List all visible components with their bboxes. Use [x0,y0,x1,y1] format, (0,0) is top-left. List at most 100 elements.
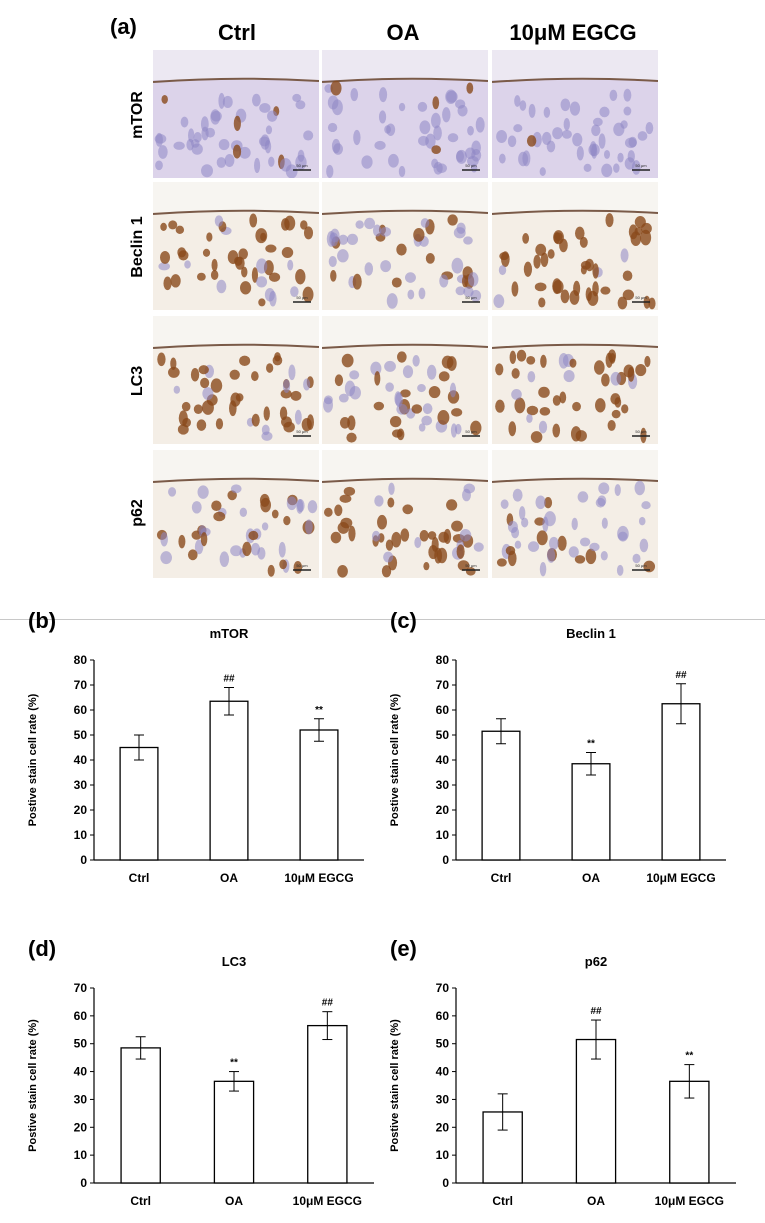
panel-label: (d) [28,936,56,961]
x-tick-label: OA [582,871,600,885]
row-label-p62: p62 [129,499,146,527]
y-tick-label: 60 [74,1009,88,1023]
svg-text:50 μm: 50 μm [296,163,308,168]
row-label-mtor: mTOR [129,91,146,139]
x-tick-label: OA [587,1194,605,1208]
svg-text:50 μm: 50 μm [635,163,647,168]
y-tick-label: 80 [436,653,450,667]
significance-mark: ** [315,705,323,716]
y-tick-label: 20 [74,803,88,817]
section-divider [0,619,765,620]
micrograph-beclin1-oa: 50 μm [322,182,488,310]
y-tick-label: 40 [74,753,88,767]
svg-text:50 μm: 50 μm [635,429,647,434]
bar-oa [213,1080,255,1184]
svg-text:50 μm: 50 μm [296,429,308,434]
y-tick-label: 30 [74,1092,88,1106]
svg-text:50 μm: 50 μm [465,295,477,300]
y-tick-label: 40 [436,753,450,767]
panel-a-label: (a) [110,14,137,39]
y-tick-label: 50 [436,728,450,742]
y-tick-label: 70 [436,678,450,692]
micrograph-mtor-oa: 50 μm [322,50,488,178]
significance-mark: ## [675,670,687,681]
chart-title: p62 [585,954,607,969]
row-label-lc3: LC3 [129,365,146,397]
x-tick-label: 10μM EGCG [293,1194,362,1208]
svg-text:50 μm: 50 μm [296,295,308,300]
x-tick-label: Ctrl [130,1194,151,1208]
bar-chart-beclin1: (c) Beclin 1 Postive stain cell rate (%) 0 1… [389,608,726,885]
svg-text:50 μm: 50 μm [465,563,477,568]
micrograph-p62-oa: 50 μm [322,450,488,578]
svg-text:50 μm: 50 μm [635,295,647,300]
y-tick-label: 50 [74,1037,88,1051]
svg-text:50 μm: 50 μm [465,429,477,434]
significance-mark: ** [587,739,595,750]
bar-ctrl [119,746,159,861]
svg-text:50 μm: 50 μm [635,563,647,568]
micrograph-mtor-egcg: 50 μm [492,50,658,178]
y-tick-label: 80 [74,653,88,667]
column-header-ctrl: Ctrl [218,20,256,45]
y-tick-label: 20 [436,803,450,817]
chart-title: mTOR [210,626,249,641]
y-tick-label: 10 [436,828,450,842]
y-tick-label: 20 [436,1120,450,1134]
y-tick-label: 0 [80,1176,87,1190]
svg-text:50 μm: 50 μm [465,163,477,168]
bar-10μmegcg [307,1024,348,1184]
significance-mark: ## [223,674,235,685]
y-tick-label: 50 [436,1037,450,1051]
y-axis-label: Postive stain cell rate (%) [27,1019,39,1152]
y-tick-label: 10 [436,1148,450,1162]
x-tick-label: 10μM EGCG [284,871,353,885]
x-tick-label: Ctrl [491,871,512,885]
micrograph-beclin1-ctrl: 50 μm [153,182,319,310]
panel-label: (b) [28,608,56,633]
svg-text:50 μm: 50 μm [296,563,308,568]
micrograph-p62-egcg: 50 μm [492,450,658,578]
panel-label: (c) [390,608,417,633]
micrograph-p62-ctrl: 50 μm [153,450,319,578]
y-tick-label: 60 [74,703,88,717]
micrograph-beclin1-egcg: 50 μm [492,182,658,310]
bar-ctrl [482,1111,523,1184]
x-tick-label: OA [225,1194,243,1208]
micrograph-lc3-ctrl: 50 μm [153,316,319,444]
bar-oa [209,700,249,861]
y-tick-label: 30 [436,778,450,792]
y-tick-label: 0 [442,1176,449,1190]
bar-ctrl [120,1047,161,1184]
column-header-oa: OA [386,20,420,45]
significance-mark: ## [590,1006,602,1017]
y-tick-label: 40 [436,1065,450,1079]
y-tick-label: 10 [74,1148,88,1162]
row-label-beclin1: Beclin 1 [129,216,146,278]
bar-chart-mtor: (b) mTOR Postive stain cell rate (%) 0 10 20 3… [27,608,364,885]
y-tick-label: 30 [436,1092,450,1106]
x-tick-label: Ctrl [129,871,150,885]
micrograph-mtor-ctrl: 50 μm [153,50,319,178]
panel-label: (e) [390,936,417,961]
y-tick-label: 30 [74,778,88,792]
y-tick-label: 0 [442,853,449,867]
y-tick-label: 70 [74,678,88,692]
bar-oa [571,763,611,861]
x-tick-label: 10μM EGCG [655,1194,724,1208]
y-tick-label: 60 [436,1009,450,1023]
y-tick-label: 70 [74,981,88,995]
x-tick-label: Ctrl [492,1194,513,1208]
micrograph-lc3-egcg: 50 μm [492,316,658,444]
bar-chart-p62: (e) p62 Postive stain cell rate (%) 0 10 20 30… [389,936,736,1208]
y-tick-label: 10 [74,828,88,842]
y-tick-label: 70 [436,981,450,995]
y-axis-label: Postive stain cell rate (%) [389,1019,401,1152]
bar-oa [575,1038,617,1184]
y-tick-label: 0 [80,853,87,867]
micrograph-lc3-oa: 50 μm [322,316,488,444]
y-axis-label: Postive stain cell rate (%) [389,693,401,826]
y-tick-label: 60 [436,703,450,717]
significance-mark: ** [230,1058,238,1069]
y-axis-label: Postive stain cell rate (%) [27,693,39,826]
